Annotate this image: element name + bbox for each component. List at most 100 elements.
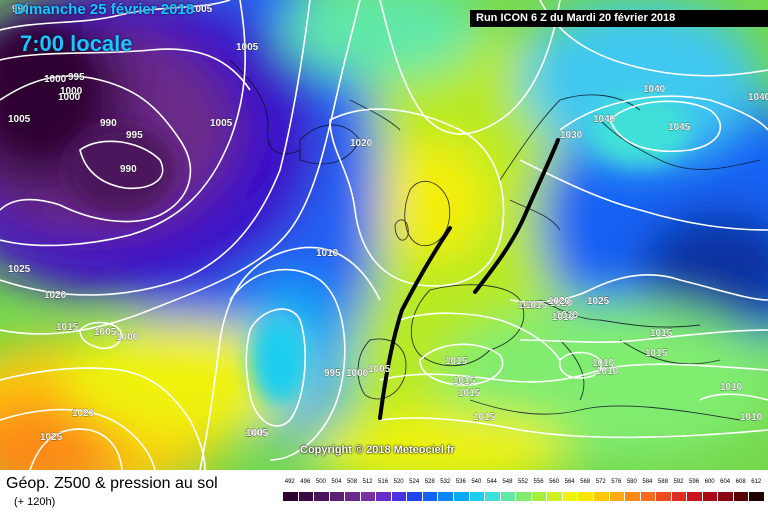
pressure-label: 1015: [56, 322, 79, 333]
pressure-label: 1040: [748, 92, 768, 103]
front-west: [378, 226, 452, 420]
scale-swatch: [717, 492, 733, 501]
pressure-label: 995: [126, 130, 143, 141]
scale-swatch: [437, 492, 454, 501]
scale-label: 576: [611, 479, 622, 485]
scale-label: 600: [704, 479, 715, 485]
pressure-label: 1025: [40, 432, 63, 443]
pressure-label: 1020: [72, 408, 95, 419]
scale-label: 552: [517, 479, 529, 485]
scale-label: 540: [471, 479, 482, 485]
pressure-label: 1015: [525, 300, 548, 311]
pressure-label: 1040: [643, 84, 666, 95]
scale-label: 580: [626, 479, 637, 485]
scale-swatch: [499, 492, 516, 501]
forecast-date: Dimanche 25 février 2018: [14, 1, 195, 18]
pressure-label: 1015: [473, 412, 496, 423]
scale-swatch: [624, 492, 640, 501]
pressure-label: 1045: [668, 122, 691, 133]
pressure-label: 1010: [596, 366, 619, 377]
scale-swatch: [530, 492, 547, 501]
scale-label: 584: [642, 479, 653, 485]
scale-swatch: [328, 492, 345, 501]
scale-label: 496: [300, 479, 311, 485]
pressure-label: 990: [120, 164, 137, 175]
scale-label: 544: [486, 479, 497, 485]
pressure-label: 1015: [453, 376, 476, 387]
pressure-label: 1015: [518, 300, 541, 311]
pressure-label: 1010: [556, 310, 579, 321]
scale-swatch: [390, 492, 407, 501]
pressure-label: 1020: [550, 298, 573, 309]
scale-label: 608: [735, 479, 746, 485]
scale-swatch: [453, 492, 469, 501]
scale-swatch: [655, 492, 671, 501]
scale-label: 568: [580, 479, 591, 485]
scale-label: 492: [284, 479, 295, 485]
scale-label: 572: [595, 479, 606, 485]
scale-label: 500: [315, 479, 326, 485]
scale-swatch: [468, 492, 485, 501]
scale-label: 520: [393, 479, 404, 485]
scale-swatch: [686, 492, 702, 501]
footer: Géop. Z500 & pression au sol (+ 120h): [0, 470, 768, 512]
scale-label: 604: [720, 479, 731, 485]
isobars: [0, 0, 768, 470]
model-run-banner: Run ICON 6 Z du Mardi 20 février 2018: [470, 10, 768, 27]
scale-swatch: [701, 492, 718, 501]
pressure-label: 1030: [560, 130, 583, 141]
scale-swatch: [406, 492, 422, 501]
pressure-label: 1005: [8, 114, 31, 125]
scale-swatch: [313, 492, 329, 501]
pressure-label: 1020: [44, 290, 67, 301]
scale-label: 588: [657, 479, 668, 485]
pressure-label: 1025: [8, 264, 31, 275]
scale-label: 536: [455, 479, 466, 485]
copyright: Copyright © 2018 Meteociel.fr: [300, 444, 455, 456]
scale-swatch: [546, 492, 562, 501]
pressure-label: 1010: [740, 412, 763, 423]
scale-label: 560: [549, 479, 560, 485]
scale-swatch: [592, 492, 609, 501]
scale-swatch: [608, 492, 625, 501]
pressure-label: 1010: [316, 248, 339, 259]
scale-label: 612: [751, 479, 762, 485]
pressure-label: 1000: [44, 74, 67, 85]
scale-swatch: [375, 492, 391, 501]
scale-label: 504: [331, 479, 342, 485]
chart-title: Géop. Z500 & pression au sol: [6, 475, 218, 492]
pressure-label: 1000: [116, 332, 139, 343]
pressure-label: 1015: [445, 356, 468, 367]
pressure-label: 1005: [190, 4, 213, 15]
pressure-label: 1005: [245, 428, 268, 439]
pressure-label: 1005: [94, 327, 117, 338]
scale-swatch: [561, 492, 578, 501]
scale-label: 516: [378, 479, 389, 485]
pressure-label: 1020: [350, 138, 373, 149]
color-scale: 492 496 500 504 508 512 516 520 524 528 532 536 540 5…: [282, 479, 764, 501]
scale-label: 524: [409, 479, 420, 485]
pressure-label: 1005: [236, 42, 259, 53]
forecast-time: 7:00 locale: [20, 31, 133, 56]
scale-label: 564: [564, 479, 575, 485]
pressure-label: 1005: [368, 364, 391, 375]
pressure-label: 1005: [246, 428, 269, 439]
pressure-label: 1015: [645, 348, 668, 359]
scale-label: 548: [502, 479, 513, 485]
scale-swatch: [344, 492, 360, 501]
scale-swatch: [670, 492, 687, 501]
scale-label: 512: [362, 479, 373, 485]
scale-swatch: [577, 492, 593, 501]
scale-label: 508: [346, 479, 357, 485]
forecast-lead: (+ 120h): [14, 496, 56, 508]
scale-label: 532: [440, 479, 451, 485]
pressure-label: 990: [100, 118, 117, 129]
scale-swatch: [297, 492, 314, 501]
pressure-label: 990: [12, 4, 29, 15]
scale-label: 592: [673, 479, 684, 485]
scale-swatch: [639, 492, 656, 501]
pressure-label: 1025: [587, 296, 610, 307]
